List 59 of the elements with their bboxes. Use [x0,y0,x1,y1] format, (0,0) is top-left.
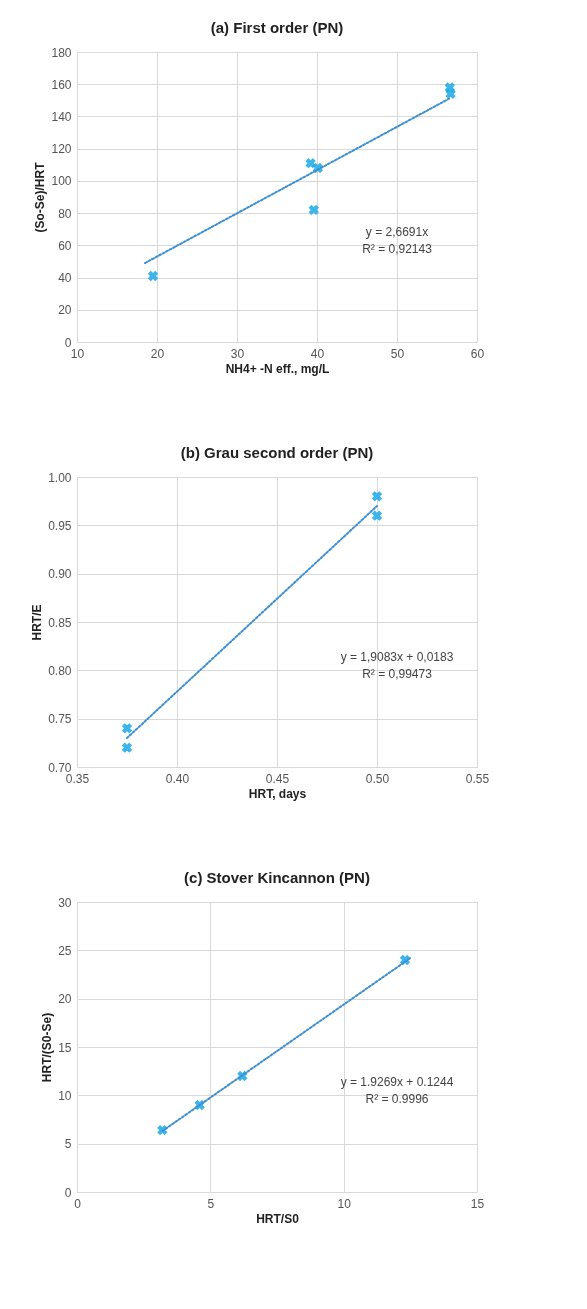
point [147,270,159,282]
point [371,491,383,502]
chart-title: (c) Stover Kincannon (PN) [184,869,370,886]
y-tick-label: 30 [58,895,72,910]
x-tick-label: 0 [74,1196,82,1211]
x-axis-title: HRT, days [248,786,307,801]
chart-title: (a) First order (PN) [210,19,344,36]
point [371,510,383,521]
x-tick-label: 40 [310,346,325,361]
y-axis-title: HRT/E [30,604,45,641]
point [305,157,316,169]
y-tick-label: 80 [58,206,72,221]
x-tick-label: 10 [337,1196,352,1211]
y-tick-label: 60 [58,238,72,253]
y-tick-label: 120 [51,142,72,157]
y-axis-title: HRT/(S0-Se) [40,1012,55,1083]
y-tick-label: 0 [64,335,72,350]
y-tick-label: 0.90 [48,567,72,582]
y-tick-label: 0.75 [48,712,72,727]
annotation: R² = 0,92143 [362,241,433,256]
point [121,742,133,753]
annotation: R² = 0.9996 [365,1091,429,1106]
x-axis-title: NH4+ -N eff., mg/L [225,361,330,376]
x-tick-label: 0.55 [465,771,490,786]
x-tick-label: 0.45 [265,771,290,786]
y-tick-label: 160 [51,77,72,92]
y-tick-label: 20 [58,992,72,1007]
y-tick-label: 0.95 [48,518,72,533]
y-tick-label: 140 [51,109,72,124]
x-tick-label: 0.50 [365,771,390,786]
x-tick-label: 60 [470,346,485,361]
y-tick-label: 100 [51,174,72,189]
y-axis-title: (So-Se)/HRT [33,161,48,233]
y-tick-label: 10 [58,1088,72,1103]
y-tick-label: 0.80 [48,663,72,678]
y-tick-label: 15 [58,1040,72,1055]
y-tick-label: 0.85 [48,615,72,630]
annotation: y = 2,6691x [365,224,429,239]
point [308,204,319,216]
annotation: y = 1,9083x + 0,0183 [340,649,454,664]
y-tick-label: 40 [58,271,72,286]
chart-title: (b) Grau second order (PN) [180,444,374,461]
y-tick-label: 25 [58,943,72,958]
x-tick-label: 50 [390,346,405,361]
x-tick-label: 5 [207,1196,215,1211]
point [121,723,133,734]
point [445,88,456,100]
x-tick-label: 15 [470,1196,485,1211]
annotation: y = 1.9269x + 0.1244 [340,1074,454,1089]
y-tick-label: 5 [64,1137,72,1152]
y-tick-label: 180 [51,45,72,60]
y-tick-label: 1.00 [48,470,72,485]
y-tick-label: 0 [64,1185,72,1200]
y-tick-label: 20 [58,303,72,318]
x-tick-label: 30 [230,346,245,361]
x-axis-title: HRT/S0 [256,1211,300,1226]
annotation: R² = 0,99473 [362,666,433,681]
x-tick-label: 0.40 [165,771,190,786]
x-tick-label: 20 [150,346,165,361]
